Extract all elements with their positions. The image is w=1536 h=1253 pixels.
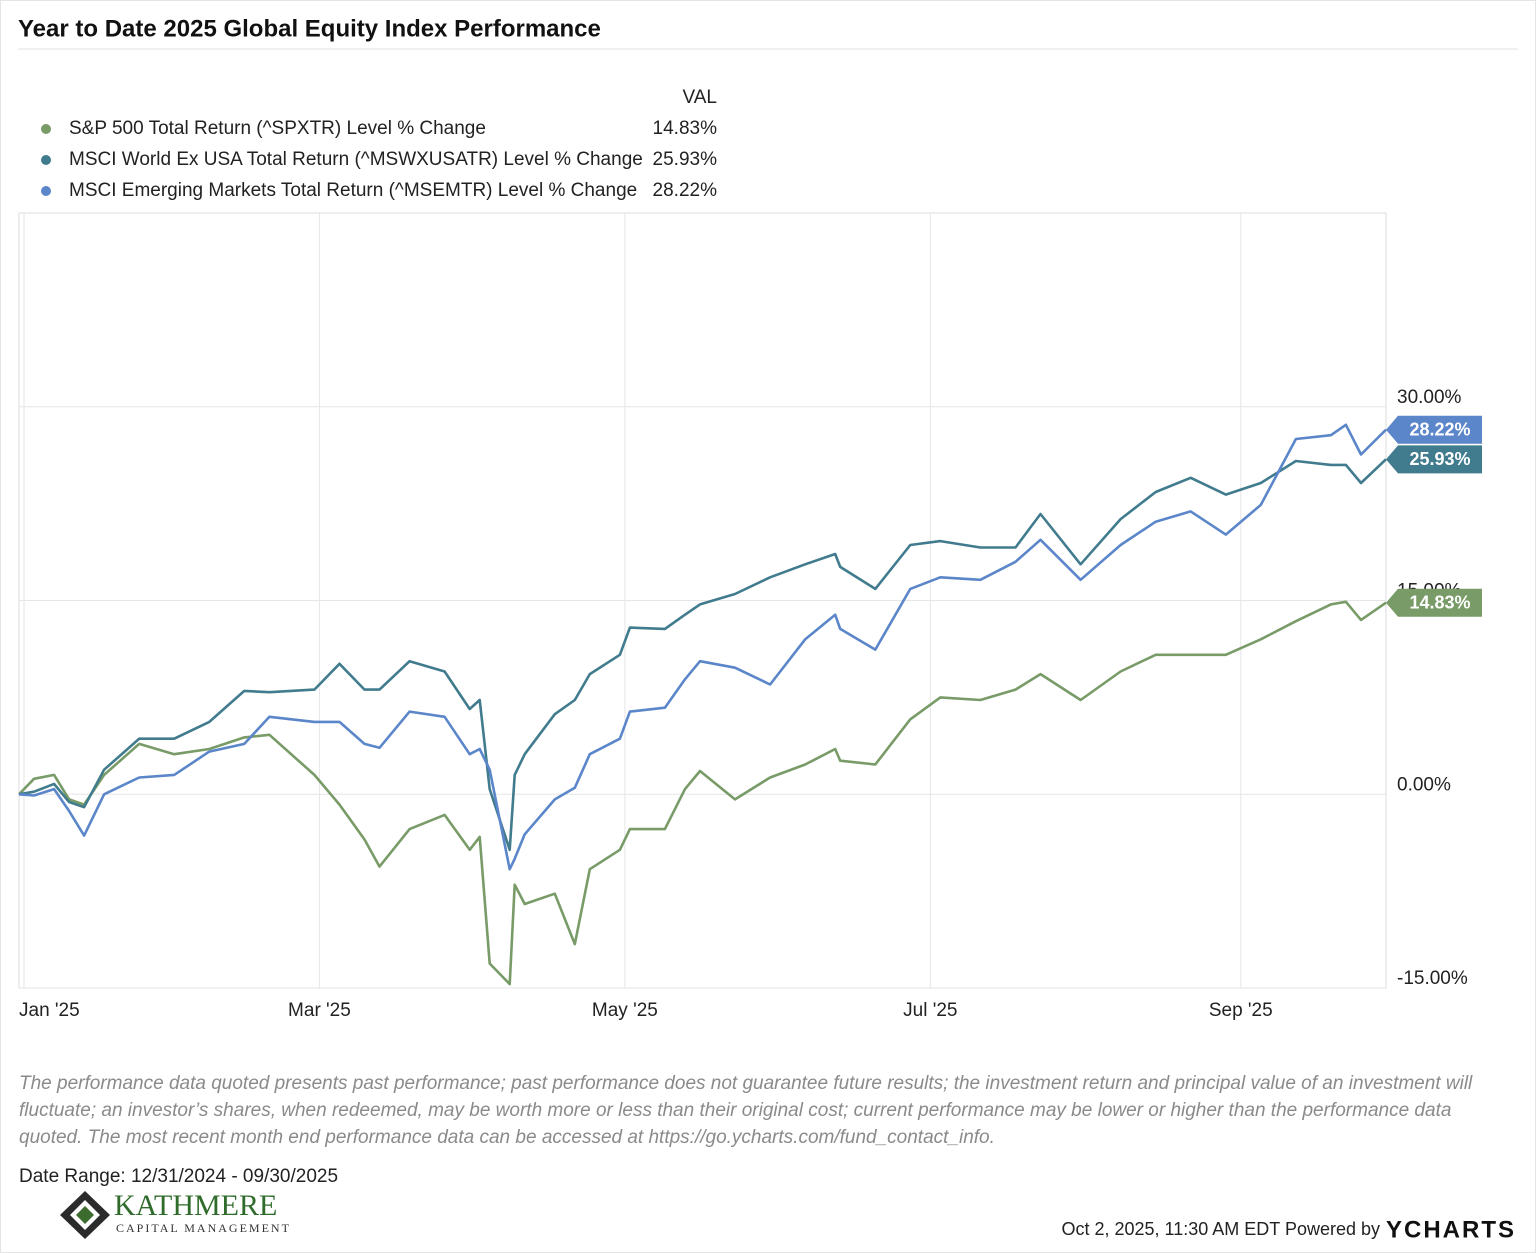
legend-value: 25.93% <box>653 149 718 170</box>
end-tag-label: 14.83% <box>1409 592 1470 612</box>
legend-marker <box>41 186 51 196</box>
chart-title: Year to Date 2025 Global Equity Index Pe… <box>18 15 601 42</box>
end-tag-label: 28.22% <box>1409 419 1470 439</box>
end-tag <box>1386 415 1482 444</box>
legend-label: MSCI World Ex USA Total Return (^MSWXUSA… <box>69 149 643 170</box>
x-tick-label: Sep '25 <box>1209 1000 1273 1021</box>
legend-label: S&P 500 Total Return (^SPXTR) Level % Ch… <box>69 118 486 139</box>
logo-name: KATHMERE <box>114 1189 277 1222</box>
x-tick-label: Mar '25 <box>288 1000 351 1021</box>
series-line <box>18 458 1387 852</box>
logo <box>60 1191 110 1239</box>
logo-sub: CAPITAL MANAGEMENT <box>116 1221 291 1235</box>
legend-value: 28.22% <box>653 180 718 201</box>
y-tick-label: 0.00% <box>1397 774 1451 795</box>
series-line <box>18 600 1387 986</box>
legend-label: MSCI Emerging Markets Total Return (^MSE… <box>69 180 637 201</box>
y-tick-label: 30.00% <box>1397 387 1462 408</box>
legend-value: 14.83% <box>653 118 718 139</box>
date-range: Date Range: 12/31/2024 - 09/30/2025 <box>19 1166 338 1187</box>
timestamp: Oct 2, 2025, 11:30 AM EDT Powered by <box>1061 1219 1380 1239</box>
y-tick-label: -15.00% <box>1397 968 1468 989</box>
end-tag <box>1386 445 1482 474</box>
logo-icon <box>76 1206 94 1224</box>
x-tick-label: May '25 <box>592 1000 658 1021</box>
x-tick-label: Jan '25 <box>19 1000 80 1021</box>
x-tick-label: Jul '25 <box>903 1000 957 1021</box>
disclaimer: The performance data quoted presents pas… <box>19 1073 1473 1148</box>
legend-marker <box>41 124 51 134</box>
legend-marker <box>41 155 51 165</box>
legend-header: VAL <box>682 87 717 108</box>
end-tag-label: 25.93% <box>1409 449 1470 469</box>
end-tag <box>1386 588 1482 617</box>
series-line <box>18 423 1387 871</box>
brand: YCHARTS <box>1386 1216 1516 1243</box>
